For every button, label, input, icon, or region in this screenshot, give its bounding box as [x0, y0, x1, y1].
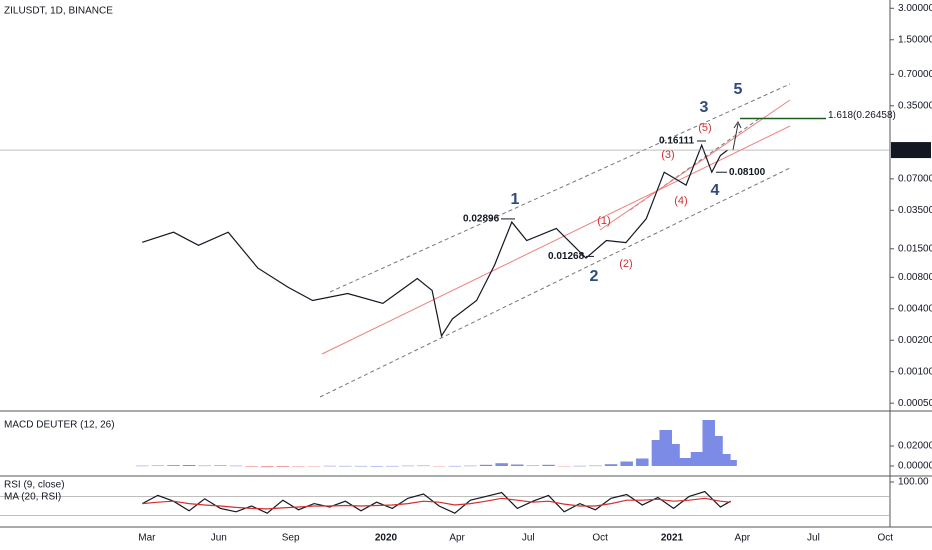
- y-tick-label: 0.35000: [898, 100, 932, 111]
- wave-label: 4: [711, 182, 720, 199]
- x-tick-label: Mar: [138, 533, 156, 544]
- y-tick-label: 0.03500: [898, 205, 932, 216]
- histogram-bar: [542, 464, 555, 466]
- y-tick-label: 0.01500: [898, 243, 932, 254]
- y-tick-label: 0.00050: [898, 398, 932, 409]
- price-label: 0.16111: [659, 136, 694, 147]
- series-line: [142, 497, 731, 510]
- histogram-bar: [604, 464, 618, 466]
- channel-lower: [319, 167, 791, 398]
- channel-upper: [329, 83, 791, 293]
- histogram-bar: [667, 444, 680, 466]
- series-line: [141, 490, 731, 514]
- histogram-bar: [386, 465, 399, 467]
- histogram-bar: [182, 465, 196, 466]
- sub-wave-label: (3): [661, 149, 674, 161]
- x-tick-label: 2021: [661, 533, 684, 544]
- histogram-bar: [339, 465, 352, 467]
- y-tick-label: 3.00000: [898, 3, 932, 14]
- arrow: [732, 123, 739, 151]
- histogram-bar: [401, 465, 415, 467]
- histogram-bar: [151, 465, 165, 466]
- symbol-title: ZILUSDT, 1D, BINANCE: [4, 6, 113, 17]
- x-tick-label: Sep: [282, 533, 300, 544]
- histogram-bar: [135, 465, 149, 467]
- legend-entry: RSI (9, close): [4, 480, 65, 491]
- last-price-box: [891, 142, 931, 159]
- histogram-bar: [724, 460, 737, 466]
- histogram-bar: [690, 452, 704, 466]
- price-label: 0.02896: [463, 214, 500, 225]
- y-tick-label: 0.02000: [898, 441, 932, 452]
- histogram-bar: [636, 458, 649, 466]
- histogram-bar: [260, 466, 274, 468]
- histogram-bar: [417, 465, 430, 467]
- histogram-bar: [526, 465, 540, 466]
- histogram-bar: [448, 465, 462, 467]
- sub-wave-label: (2): [619, 258, 632, 270]
- arrow-head: [733, 121, 742, 129]
- channel-inner: [629, 117, 761, 211]
- x-tick-label: Jun: [211, 533, 227, 544]
- sub-wave-label: (4): [674, 195, 687, 207]
- histogram-bar: [198, 465, 211, 467]
- wave-label: 3: [700, 99, 709, 116]
- y-tick-label: 0.00000: [898, 461, 932, 472]
- histogram-bar: [307, 466, 321, 467]
- histogram-bar: [464, 465, 477, 467]
- wave-label: 5: [734, 81, 743, 98]
- histogram-bar: [276, 466, 290, 467]
- channel-mid: [321, 125, 791, 355]
- histogram-bar: [495, 463, 508, 466]
- histogram-bar: [620, 461, 633, 466]
- price-line: [142, 143, 728, 338]
- histogram-bar: [573, 465, 587, 467]
- histogram-bar: [557, 466, 571, 467]
- histogram-bar: [511, 464, 524, 466]
- legend-entry: MA (20, RSI): [4, 492, 61, 503]
- channel: [319, 83, 791, 398]
- price-label: 0.01268: [548, 251, 585, 262]
- channel-mid: [599, 99, 791, 231]
- x-tick-label: Jul: [522, 533, 535, 544]
- wave-label: 1: [511, 191, 520, 208]
- histogram-bar: [589, 465, 602, 467]
- x-tick-label: Apr: [449, 533, 465, 544]
- y-tick-label: 0.00800: [898, 272, 932, 283]
- y-tick-label: 0.70000: [898, 69, 932, 80]
- fib-label: 1.618(0.26458): [828, 110, 896, 121]
- x-tick-label: Oct: [878, 533, 894, 544]
- y-tick-label: 1.50000: [898, 34, 932, 45]
- histogram-bar: [292, 466, 305, 467]
- histogram-bar: [167, 465, 180, 466]
- sub-wave-label: (1): [597, 215, 610, 227]
- last-price-label: 0.13197: [895, 145, 932, 156]
- y-tick-label: 0.00400: [898, 303, 932, 314]
- histogram-bar: [214, 465, 227, 466]
- y-tick-label: 0.00100: [898, 366, 932, 377]
- price-label: 0.08100: [729, 167, 766, 178]
- wave-label: 2: [590, 268, 599, 285]
- histogram-bar: [479, 464, 493, 466]
- x-tick-label: Jul: [807, 533, 820, 544]
- histogram-bar: [354, 465, 368, 467]
- y-tick-label: 0.07000: [898, 173, 932, 184]
- histogram-bar: [679, 458, 692, 466]
- pane-title: MACD DEUTER (12, 26): [4, 420, 115, 431]
- x-tick-label: 2020: [375, 533, 398, 544]
- histogram-bar: [370, 466, 383, 467]
- histogram-bar: [229, 465, 243, 467]
- histogram-bar: [432, 466, 446, 467]
- x-tick-label: Apr: [735, 533, 751, 544]
- sub-wave-label: (5): [698, 122, 711, 134]
- y-tick-label: 100.00: [898, 477, 929, 488]
- histogram-bar: [245, 466, 258, 467]
- x-tick-label: Oct: [592, 533, 608, 544]
- y-tick-label: 0.00200: [898, 335, 932, 346]
- histogram-bar: [323, 465, 336, 467]
